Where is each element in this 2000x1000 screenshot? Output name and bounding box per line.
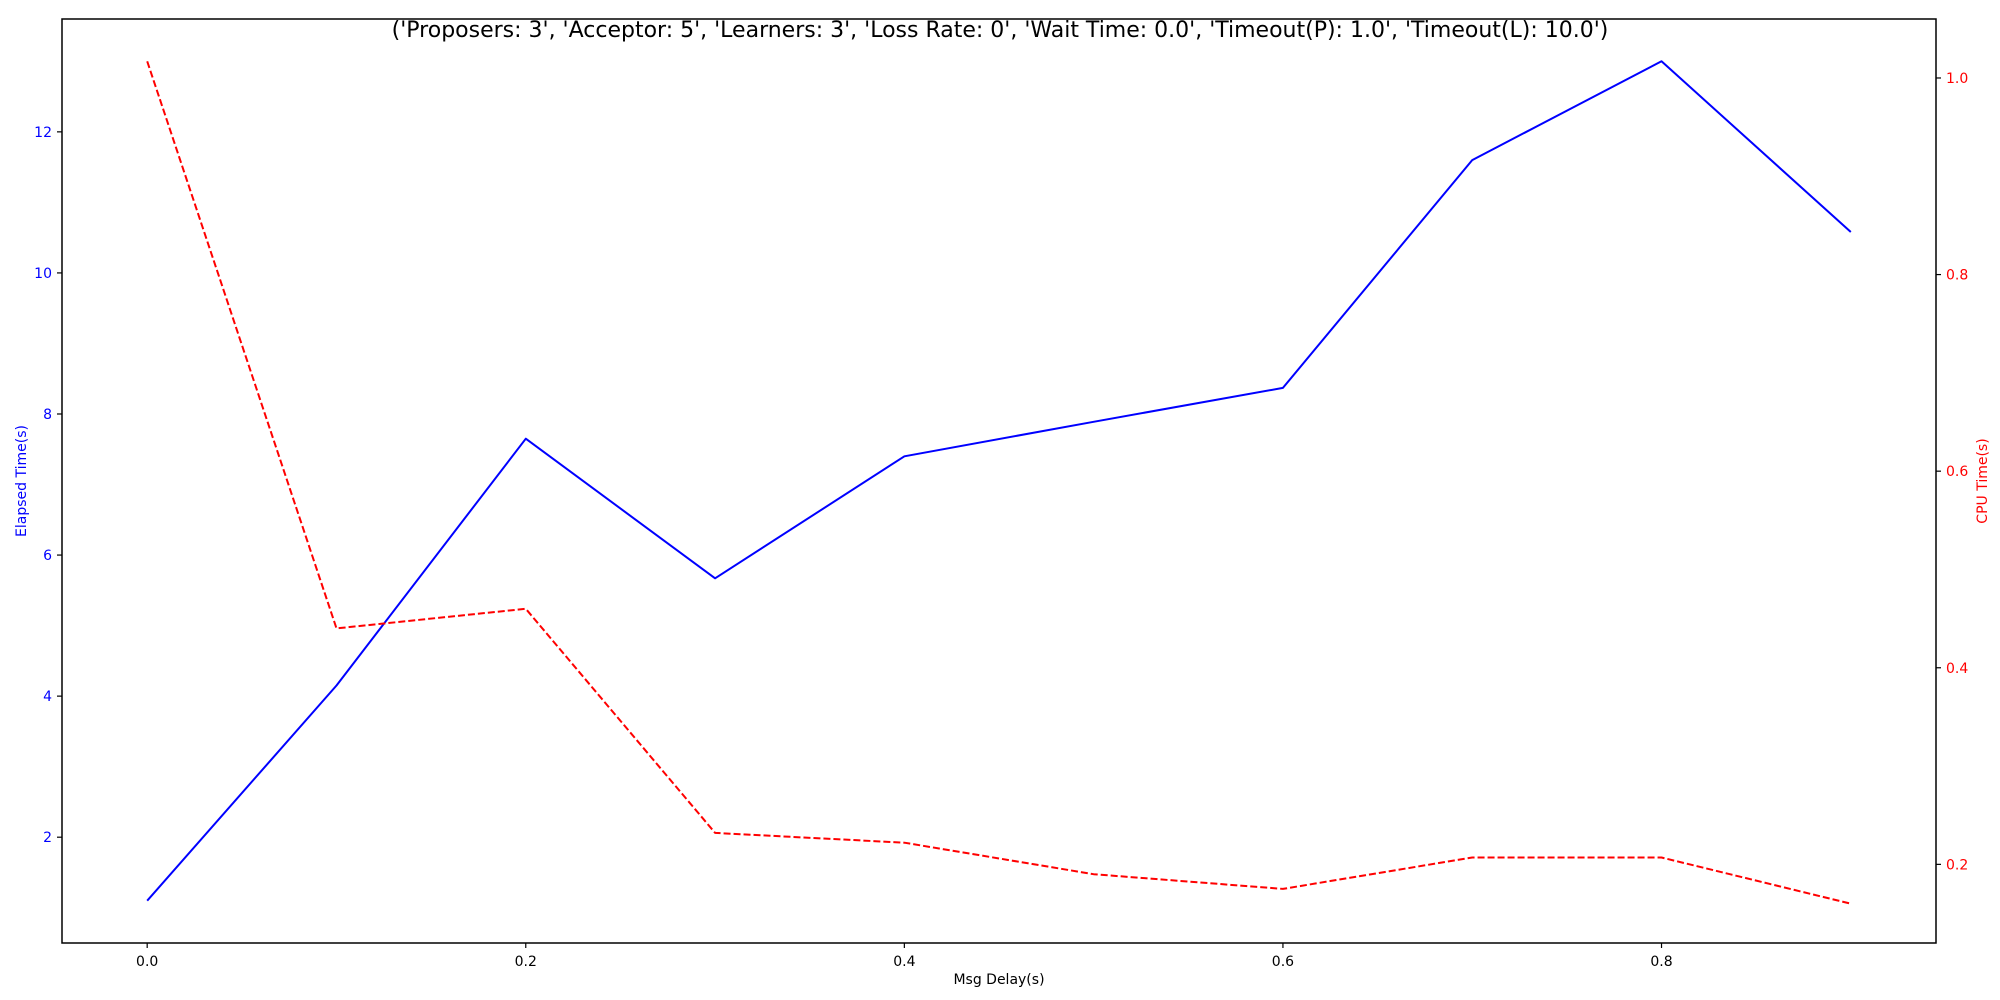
y-tick-label-left: 6 <box>43 548 52 564</box>
x-tick-label: 0.8 <box>1650 954 1672 970</box>
y-tick-label-left: 10 <box>34 266 52 282</box>
y-tick-label-right: 0.6 <box>1946 464 1968 480</box>
y-tick-label-right: 0.8 <box>1946 268 1968 284</box>
y-tick-label-left: 12 <box>34 125 52 141</box>
y-ticks-left: 2 4 6 8 10 12 <box>34 125 62 846</box>
y-ticks-right: 0.2 0.4 0.6 0.8 1.0 <box>1936 71 1968 873</box>
x-tick-label: 0.4 <box>893 954 915 970</box>
plot-frame <box>61 18 1937 944</box>
y-axis-label-left: Elapsed Time(s) <box>14 425 30 537</box>
y-tick-label-left: 8 <box>43 407 52 423</box>
y-tick-label-left: 4 <box>43 689 52 705</box>
series-line-cpu-time <box>146 60 1852 905</box>
x-axis-label: Msg Delay(s) <box>953 972 1044 988</box>
y-tick-label-left: 2 <box>43 830 52 846</box>
x-tick-label: 0.2 <box>515 954 537 970</box>
y-tick-label-right: 0.4 <box>1946 661 1968 677</box>
y-tick-label-right: 1.0 <box>1946 71 1968 87</box>
series-layer <box>146 60 1852 905</box>
x-ticks: 0.0 0.2 0.4 0.6 0.8 <box>136 943 1673 970</box>
x-tick-label: 0.0 <box>136 954 158 970</box>
y-tick-label-right: 0.2 <box>1946 857 1968 873</box>
x-tick-label: 0.6 <box>1272 954 1294 970</box>
y-axis-label-right: CPU Time(s) <box>1975 438 1991 523</box>
chart-title: ('Proposers: 3', 'Acceptor: 5', 'Learner… <box>392 18 1609 43</box>
series-line-elapsed-time <box>146 60 1852 902</box>
